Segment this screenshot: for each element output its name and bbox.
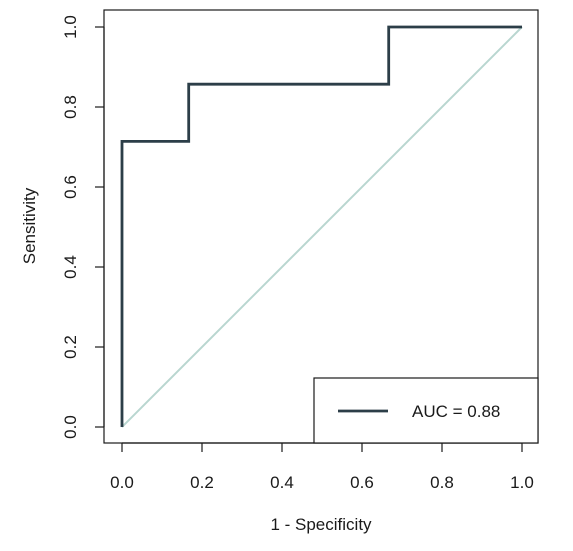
- x-tick-label: 1.0: [510, 473, 534, 492]
- x-axis-title: 1 - Specificity: [270, 515, 372, 534]
- y-axis: 0.0 0.2 0.4 0.6 0.8 1.0: [61, 15, 105, 439]
- y-tick-label: 0.8: [61, 95, 80, 119]
- y-axis-title: Sensitivity: [20, 187, 39, 264]
- x-tick-label: 0.4: [270, 473, 294, 492]
- roc-curve: [120, 25, 522, 427]
- y-tick-label: 0.0: [61, 415, 80, 439]
- reference-diagonal: [121, 26, 523, 428]
- x-tick-label: 0.6: [350, 473, 374, 492]
- x-axis: 0.0 0.2 0.4 0.6 0.8 1.0: [110, 442, 534, 492]
- x-tick-label: 0.8: [430, 473, 454, 492]
- y-tick-label: 1.0: [61, 15, 80, 39]
- x-tick-label: 0.2: [190, 473, 214, 492]
- legend: AUC = 0.88: [313, 377, 539, 444]
- x-tick-label: 0.0: [110, 473, 134, 492]
- y-tick-label: 0.4: [61, 255, 80, 279]
- y-tick-label: 0.2: [61, 335, 80, 359]
- y-tick-label: 0.6: [61, 175, 80, 199]
- legend-label: AUC = 0.88: [412, 402, 500, 421]
